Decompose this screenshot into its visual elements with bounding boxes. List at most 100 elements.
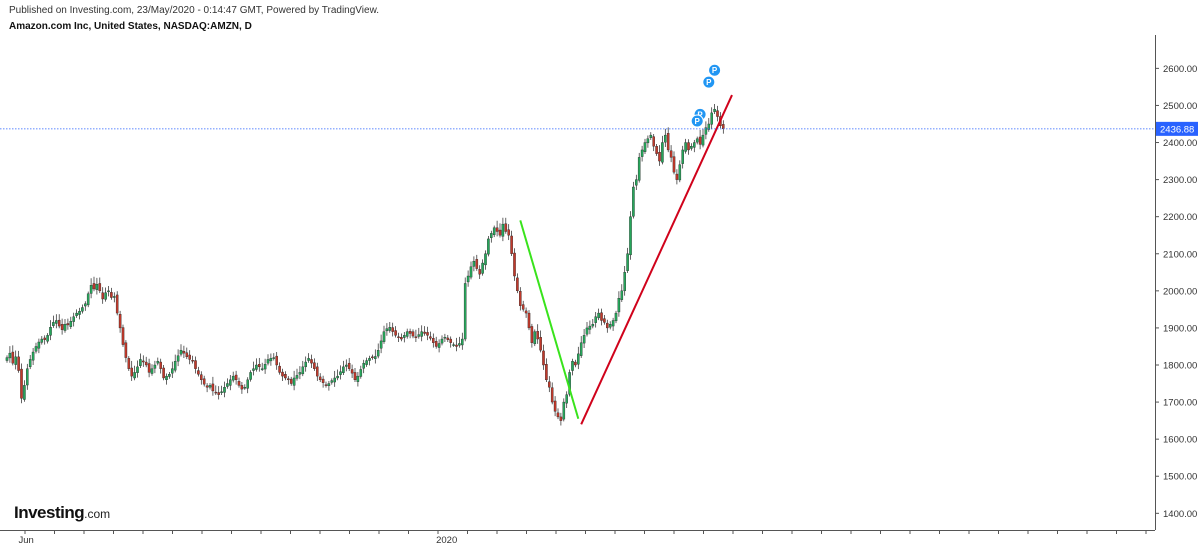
candle: [466, 270, 470, 287]
investing-logo: Investing.com: [14, 503, 110, 523]
candle: [188, 350, 191, 365]
candle: [533, 329, 537, 347]
trendline[interactable]: [580, 94, 733, 425]
candle: [217, 386, 220, 400]
candle: [46, 333, 49, 344]
candle: [521, 300, 525, 312]
candle: [142, 355, 145, 367]
last-price-line: 2436.88: [0, 121, 1198, 136]
candle: [52, 315, 55, 328]
candle: [324, 381, 328, 388]
candle: [539, 330, 542, 353]
candle: [513, 248, 516, 281]
candle: [211, 376, 215, 396]
candle: [710, 107, 713, 130]
candle: [606, 319, 609, 333]
price-tick-label: 2500.00: [1163, 101, 1197, 112]
candle: [637, 152, 641, 183]
candle: [31, 347, 35, 365]
candle: [17, 350, 20, 373]
candle: [382, 325, 386, 344]
candle: [646, 135, 650, 148]
candle: [556, 408, 560, 420]
candle: [695, 136, 699, 145]
candle: [690, 143, 693, 151]
published-caption: Published on Investing.com, 23/May/2020 …: [9, 5, 380, 16]
candle: [420, 325, 423, 342]
alert-marker-label: P: [697, 110, 703, 119]
candle: [716, 105, 719, 122]
alert-marker-p[interactable]: P: [702, 75, 716, 89]
candle: [368, 355, 371, 366]
alert-marker-label: P: [706, 78, 712, 87]
candle: [411, 329, 415, 339]
candle: [168, 372, 171, 379]
candle: [487, 235, 490, 257]
candle: [75, 309, 78, 318]
price-tick-label: 2400.00: [1163, 138, 1197, 149]
candle: [353, 367, 357, 383]
candle: [391, 322, 394, 337]
candle: [449, 336, 452, 348]
candle: [202, 375, 206, 387]
candle: [365, 357, 368, 367]
candle: [339, 365, 342, 380]
time-axis: Jun 2020: [19, 530, 1147, 546]
candle: [359, 365, 363, 379]
trendline[interactable]: [519, 220, 580, 420]
candle: [684, 138, 687, 154]
candle: [542, 344, 545, 370]
candle: [458, 336, 461, 348]
candle: [516, 273, 519, 294]
candle: [60, 318, 64, 335]
candle: [385, 323, 389, 336]
candle: [89, 278, 93, 299]
candle: [388, 321, 392, 333]
candle: [98, 277, 102, 294]
candle: [446, 334, 450, 343]
candle: [661, 135, 664, 165]
candle: [249, 370, 252, 382]
candle: [658, 145, 661, 166]
candle: [37, 338, 41, 354]
candle: [655, 144, 658, 156]
candle: [507, 224, 510, 241]
candle: [678, 160, 682, 183]
candle: [275, 352, 278, 370]
candle: [173, 354, 177, 373]
candle: [495, 220, 499, 237]
candle: [301, 360, 305, 377]
candle: [652, 134, 655, 152]
candle: [304, 356, 307, 372]
alert-marker-p[interactable]: P: [690, 114, 704, 128]
candle: [333, 370, 336, 387]
candle: [81, 304, 84, 314]
candle: [127, 356, 131, 371]
alert-marker-p[interactable]: P: [708, 63, 722, 77]
candle: [548, 376, 551, 393]
candle: [136, 360, 139, 378]
price-tick-label: 1800.00: [1163, 361, 1197, 372]
candle: [34, 342, 38, 354]
candle: [626, 247, 629, 274]
candle: [371, 354, 374, 360]
candle: [603, 314, 606, 325]
candle: [440, 335, 444, 346]
candle: [484, 250, 487, 270]
candle: [23, 380, 26, 402]
candle: [107, 286, 110, 297]
candle: [707, 118, 711, 132]
candle: [345, 359, 348, 372]
candle: [284, 371, 287, 381]
trendlines[interactable]: [519, 94, 733, 425]
candle: [640, 145, 644, 162]
symbol-title: Amazon.com Inc, United States, NASDAQ:AM…: [9, 21, 252, 32]
candle: [463, 277, 467, 342]
candle: [176, 349, 180, 367]
candle: [687, 139, 690, 155]
last-price-badge: [1156, 121, 1198, 136]
candle: [194, 356, 197, 374]
candle: [713, 103, 716, 114]
